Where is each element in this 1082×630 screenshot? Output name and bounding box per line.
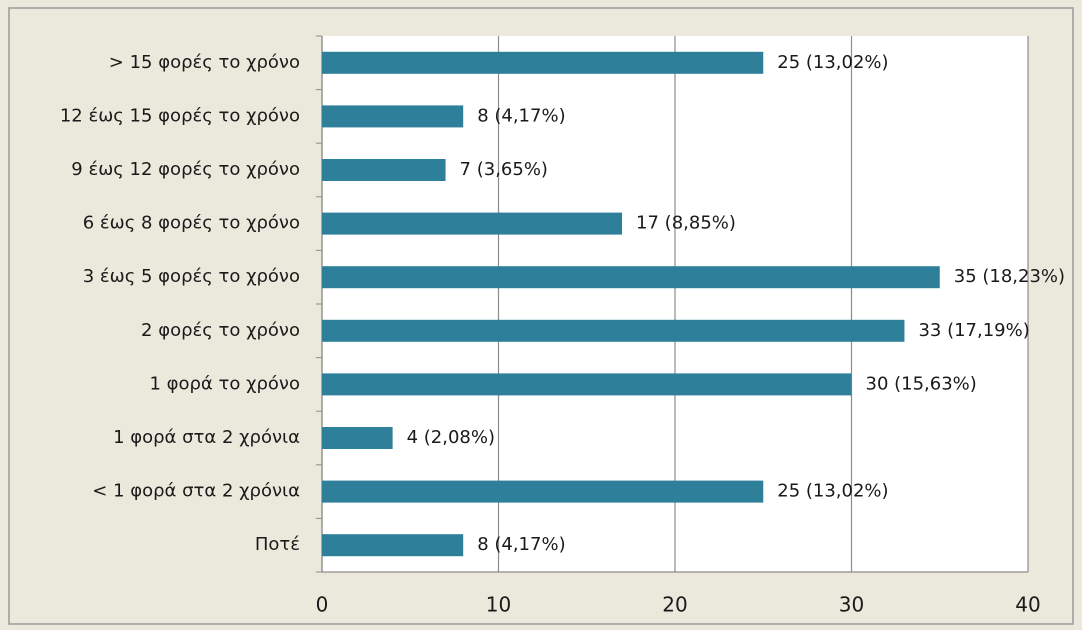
bar xyxy=(322,319,905,342)
bar xyxy=(322,105,464,128)
bar xyxy=(322,373,852,396)
value-label: 8 (4,17%) xyxy=(477,105,565,126)
y-tick-label: 6 έως 8 φορές το χρόνο xyxy=(83,213,300,234)
bar xyxy=(322,51,764,74)
value-label: 30 (15,63%) xyxy=(866,373,977,394)
x-tick-label: 30 xyxy=(839,593,864,617)
bar xyxy=(322,266,940,289)
value-label: 33 (17,19%) xyxy=(918,320,1029,341)
y-tick-label: 2 φορές το χρόνο xyxy=(141,320,300,341)
y-tick-label: Ποτέ xyxy=(255,534,300,555)
value-label: 4 (2,08%) xyxy=(407,427,495,448)
value-label: 17 (8,85%) xyxy=(636,213,736,234)
x-tick-label: 20 xyxy=(662,593,687,617)
y-tick-label: 1 φορά στα 2 χρόνια xyxy=(113,427,300,448)
value-label: 35 (18,23%) xyxy=(954,266,1065,287)
y-tick-label: 9 έως 12 φορές το χρόνο xyxy=(71,159,300,180)
value-label: 25 (13,02%) xyxy=(777,481,888,502)
value-label: 25 (13,02%) xyxy=(777,52,888,73)
y-tick-label: < 1 φορά στα 2 χρόνια xyxy=(92,481,300,502)
x-tick-label: 0 xyxy=(316,593,329,617)
x-tick-label: 10 xyxy=(486,593,511,617)
y-tick-label: > 15 φορές το χρόνο xyxy=(109,52,300,73)
bar xyxy=(322,159,446,181)
y-tick-label: 1 φορά το χρόνο xyxy=(149,373,300,394)
bar xyxy=(322,427,393,449)
y-tick-label: 3 έως 5 φορές το χρόνο xyxy=(83,266,300,287)
bar xyxy=(322,534,464,557)
y-tick-label: 12 έως 15 φορές το χρόνο xyxy=(60,105,300,126)
x-tick-label: 40 xyxy=(1015,593,1040,617)
bar xyxy=(322,212,623,235)
bar xyxy=(322,480,764,503)
value-label: 8 (4,17%) xyxy=(477,534,565,555)
value-label: 7 (3,65%) xyxy=(460,159,548,180)
